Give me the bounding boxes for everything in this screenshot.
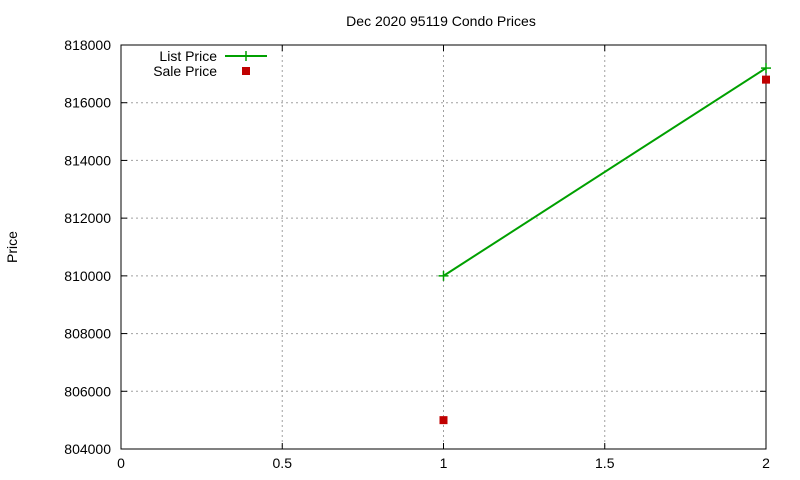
y-tick-label: 818000 (64, 37, 111, 53)
y-tick-label: 804000 (64, 441, 111, 457)
data-point-plus (438, 270, 449, 281)
chart-title: Dec 2020 95119 Condo Prices (346, 13, 536, 29)
series-line (442, 67, 767, 277)
tick-labels: 0 0.5 1 1.5 2 804000 806000 808000 810000 812000 8… (64, 37, 770, 471)
y-tick-label: 810000 (64, 268, 111, 284)
y-tick-label: 808000 (64, 326, 111, 342)
x-tick-label: 0 (117, 455, 125, 471)
y-tick-label: 806000 (64, 383, 111, 399)
legend-marker-plus (241, 51, 251, 61)
data-point-square (762, 75, 770, 84)
axes (120, 44, 767, 450)
y-tick-label: 814000 (64, 152, 111, 168)
data-point-square (439, 416, 448, 425)
legend-marker-square (242, 67, 250, 75)
x-tick-label: 1.5 (595, 455, 615, 471)
data-point-plus (761, 63, 771, 74)
x-tick-label: 2 (762, 455, 770, 471)
y-axis-label: Price (4, 231, 20, 263)
y-tick-label: 812000 (64, 210, 111, 226)
legend-label: List Price (159, 48, 217, 64)
legend-label: Sale Price (153, 63, 217, 79)
data-series (438, 63, 771, 425)
grid (121, 45, 766, 449)
y-tick-label: 816000 (64, 95, 111, 111)
x-tick-label: 1 (440, 455, 448, 471)
x-tick-label: 0.5 (273, 455, 293, 471)
series-sale-price (439, 75, 770, 425)
series-list-price (438, 63, 771, 281)
